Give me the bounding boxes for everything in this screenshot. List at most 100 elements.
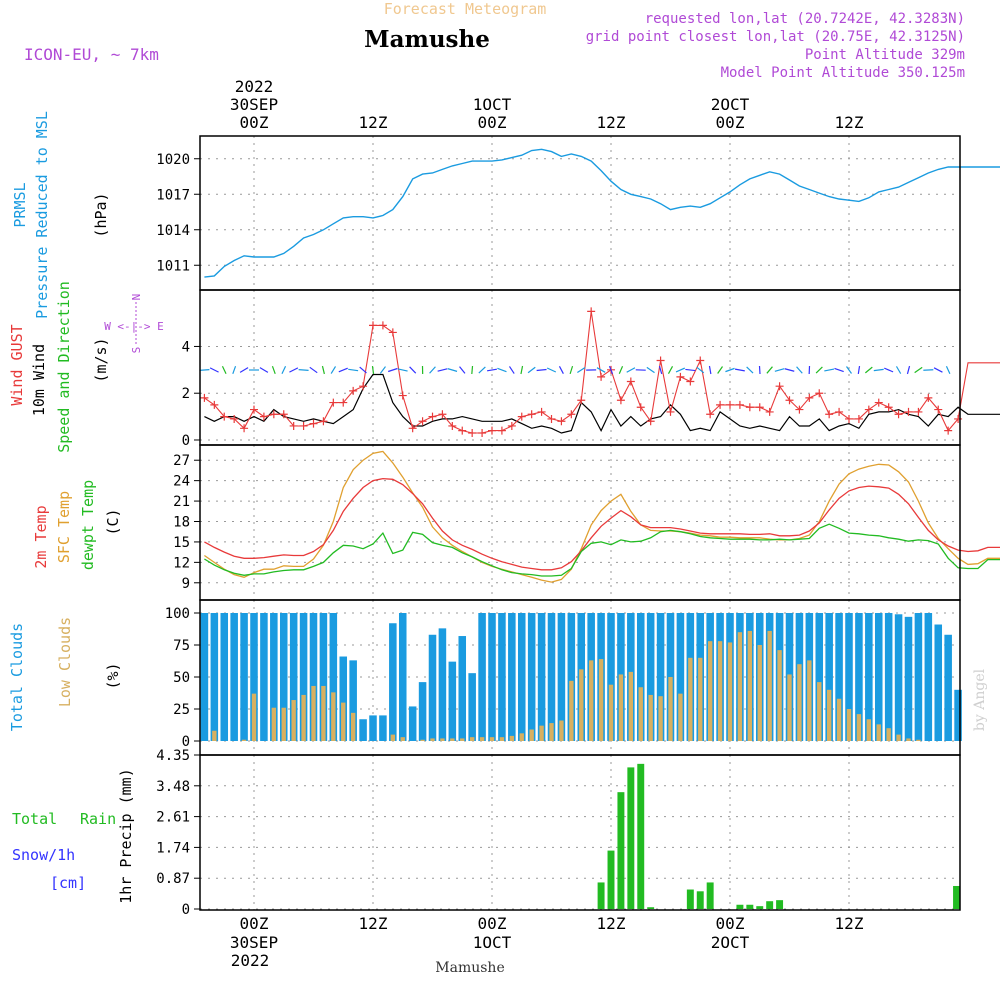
total-cloud-bar: [547, 613, 556, 741]
gust-marker: [468, 428, 477, 437]
wind-direction-arrow: [348, 368, 359, 372]
low-cloud-bar: [331, 692, 336, 741]
wind-direction-arrow: [429, 366, 436, 374]
gust-marker: [547, 414, 556, 423]
gust-marker: [507, 421, 516, 430]
total-cloud-bar: [359, 719, 367, 741]
y-tick-label: 3.48: [156, 779, 190, 795]
low-cloud-bar: [787, 674, 792, 741]
gust-marker: [884, 403, 893, 412]
total-cloud-bar: [646, 613, 655, 741]
low-cloud-bar: [688, 657, 693, 741]
gust-label: Wind GUST: [8, 324, 26, 405]
low-cloud-bar: [826, 689, 832, 741]
total-cloud-bar: [845, 613, 853, 741]
pressure-label-2: Pressure Reduced to MSL: [33, 111, 51, 319]
low-cloud-bar: [469, 737, 475, 741]
total-cloud-bar: [250, 613, 258, 741]
rain-bar: [706, 882, 714, 909]
low-cloud-bar: [559, 720, 564, 741]
total-cloud-bar: [498, 613, 506, 741]
total-cloud-bar: [815, 613, 824, 741]
top-axis-date: 1OCT: [473, 95, 512, 114]
gust-marker: [726, 400, 734, 409]
total-cloud-bar: [220, 613, 229, 741]
gust-marker: [289, 421, 298, 430]
low-cloud-bar: [569, 680, 574, 741]
compass-south: S: [130, 347, 143, 354]
gust-marker: [458, 426, 467, 435]
total-cloud-bar: [537, 613, 546, 741]
gust-marker: [775, 382, 784, 391]
wind-direction-arrow: [281, 366, 287, 374]
gust-marker: [478, 428, 487, 437]
y-tick-label: 15: [173, 535, 190, 551]
gust-marker: [250, 405, 258, 414]
gust-marker: [527, 410, 536, 419]
gust-marker: [914, 407, 923, 416]
y-tick-label: 2.61: [156, 810, 190, 826]
low-cloud-bar: [291, 700, 296, 741]
rain-bar: [607, 850, 615, 909]
total-cloud-bar: [210, 613, 219, 741]
y-tick-label: 4.35: [156, 748, 190, 764]
top-axis-date: 2OCT: [711, 95, 750, 114]
dewpt-label: dewpt Temp: [79, 480, 97, 570]
wind-direction-arrow: [708, 365, 712, 375]
total-cloud-bar: [636, 613, 645, 741]
low-cloud-bar: [916, 739, 921, 741]
total-cloud-bar: [567, 613, 576, 741]
rain-bar: [766, 901, 774, 909]
low-cloud-bar: [450, 738, 455, 741]
wind-direction-arrow: [409, 366, 417, 374]
gust-marker: [815, 389, 824, 398]
gust-marker: [488, 426, 496, 435]
gust-marker: [944, 426, 953, 435]
low-cloud-bar: [539, 725, 544, 741]
total-cloud-bar: [508, 613, 516, 741]
gust-marker: [765, 407, 774, 416]
low-cloud-bar: [886, 728, 891, 741]
total-cloud-bar: [369, 715, 377, 741]
gust-marker: [626, 377, 635, 386]
total-cloud-bar: [309, 613, 318, 741]
bottom-axis-hour: 00Z: [478, 914, 507, 933]
model-point-altitude: Model Point Altitude 350.125m: [721, 65, 965, 81]
rain-bar: [647, 907, 655, 909]
gust-marker: [497, 426, 506, 435]
gust-marker: [369, 321, 377, 330]
wind-direction-arrow: [232, 365, 237, 375]
wind-direction-arrow: [199, 369, 210, 371]
wind-direction-arrow: [546, 367, 557, 373]
low-cloud-bar: [807, 660, 812, 741]
y-tick-label: 0: [182, 433, 190, 449]
gust-marker: [220, 412, 229, 421]
wind-direction-arrow: [658, 365, 663, 375]
gust-marker: [805, 393, 814, 402]
sfc-temp-line: [204, 450, 1000, 583]
gust-marker: [646, 417, 655, 426]
y-tick-label: 75: [173, 638, 190, 654]
low-cloud-bar: [618, 674, 624, 741]
wind-direction-arrow: [379, 366, 386, 374]
low-cloud-bar: [836, 698, 842, 741]
wind-direction-arrow: [309, 366, 318, 374]
wind-direction-arrow: [209, 367, 219, 373]
gust-marker: [388, 328, 397, 337]
total-cloud-bar: [656, 613, 665, 741]
wind-direction-arrow: [520, 365, 524, 375]
wind-direction-arrow: [447, 368, 458, 372]
low-cloud-bar: [737, 632, 743, 741]
total-cloud-bar: [468, 673, 476, 741]
wind-direction-arrow: [608, 365, 614, 375]
total-cloud-bar: [517, 613, 526, 741]
low-cloud-bar: [519, 733, 524, 741]
y-tick-label: 0.87: [156, 871, 190, 887]
gust-marker: [240, 424, 249, 433]
gust-marker: [716, 400, 725, 409]
gust-marker: [210, 400, 219, 409]
low-cloud-bar: [856, 714, 862, 741]
wind-direction-arrow: [774, 368, 785, 372]
wind-direction-arrow: [824, 368, 835, 372]
wind-direction-arrow: [746, 366, 754, 374]
